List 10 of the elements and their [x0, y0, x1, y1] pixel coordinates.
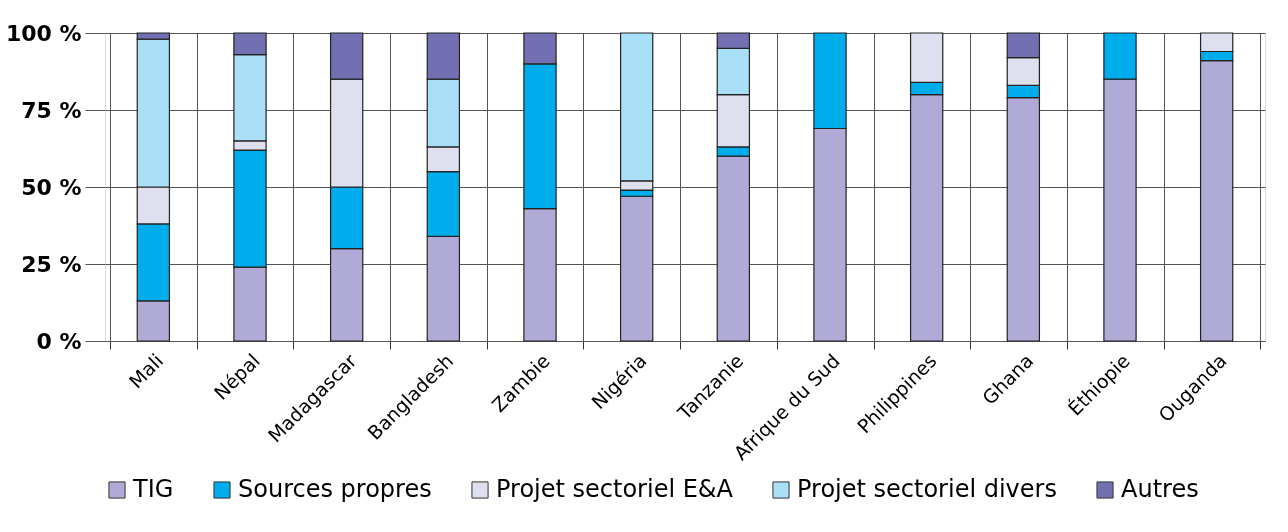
y-tick-label: 0 %: [36, 328, 82, 354]
legend-label: Autres: [1121, 475, 1199, 503]
y-tick-label: 25 %: [21, 251, 82, 277]
legend-label: Sources propres: [238, 475, 432, 503]
legend-label: Projet sectoriel E&A: [496, 475, 734, 503]
y-tick-label: 100 %: [5, 20, 82, 46]
legend-label: Projet sectoriel divers: [797, 475, 1057, 503]
y-tick-label: 50 %: [21, 174, 82, 200]
legend-label: TIG: [132, 475, 174, 503]
y-tick-label: 75 %: [21, 97, 82, 123]
